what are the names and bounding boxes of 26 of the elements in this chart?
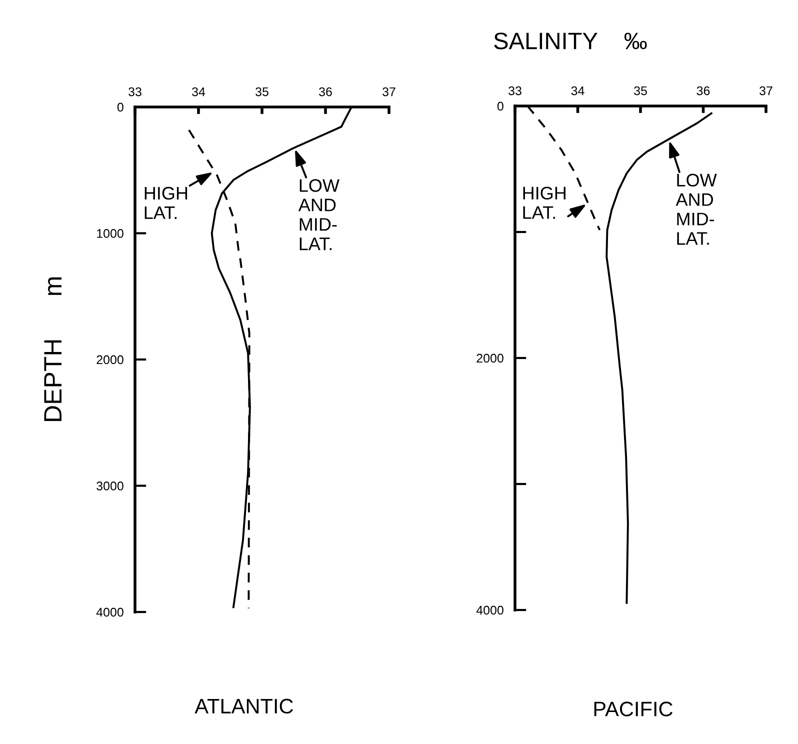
y-tick-label: 1000 (97, 229, 124, 238)
text: PACIFIC (594, 702, 672, 716)
y-tick-label: 0 (497, 102, 504, 111)
x-tick-label: 34 (192, 87, 206, 96)
x-tick-label: 33 (128, 87, 142, 96)
annotation: HIGH LAT. (523, 186, 566, 219)
x-tick-label: 34 (571, 86, 584, 96)
annotation: HIGH LAT. (144, 186, 188, 219)
x-tick-label: 33 (508, 86, 522, 96)
y-axis-title: DEPTH m (44, 277, 62, 421)
x-tick-label: 35 (634, 86, 647, 96)
x-tick-label: 36 (319, 87, 332, 96)
y-tick-label: 4000 (96, 608, 124, 617)
y-tick-label: 0 (117, 102, 124, 112)
annotation: LOW AND MID- LAT. (298, 179, 340, 250)
x-tick-label: 37 (382, 87, 396, 96)
x-tick-label: 36 (696, 86, 710, 96)
y-tick-label: 3000 (96, 482, 124, 490)
x-axis-title: SALINITY ‰ (494, 32, 647, 50)
y-tick-label: 4000 (476, 606, 504, 615)
text: ATLANTIC (194, 698, 294, 714)
x-tick-label: 35 (256, 87, 268, 96)
y-tick-label: 2000 (96, 355, 124, 364)
x-tick-label: 37 (760, 86, 772, 96)
y-tick-label: 2000 (476, 354, 504, 363)
annotation: LOW AND MID- LAT. (676, 174, 717, 245)
